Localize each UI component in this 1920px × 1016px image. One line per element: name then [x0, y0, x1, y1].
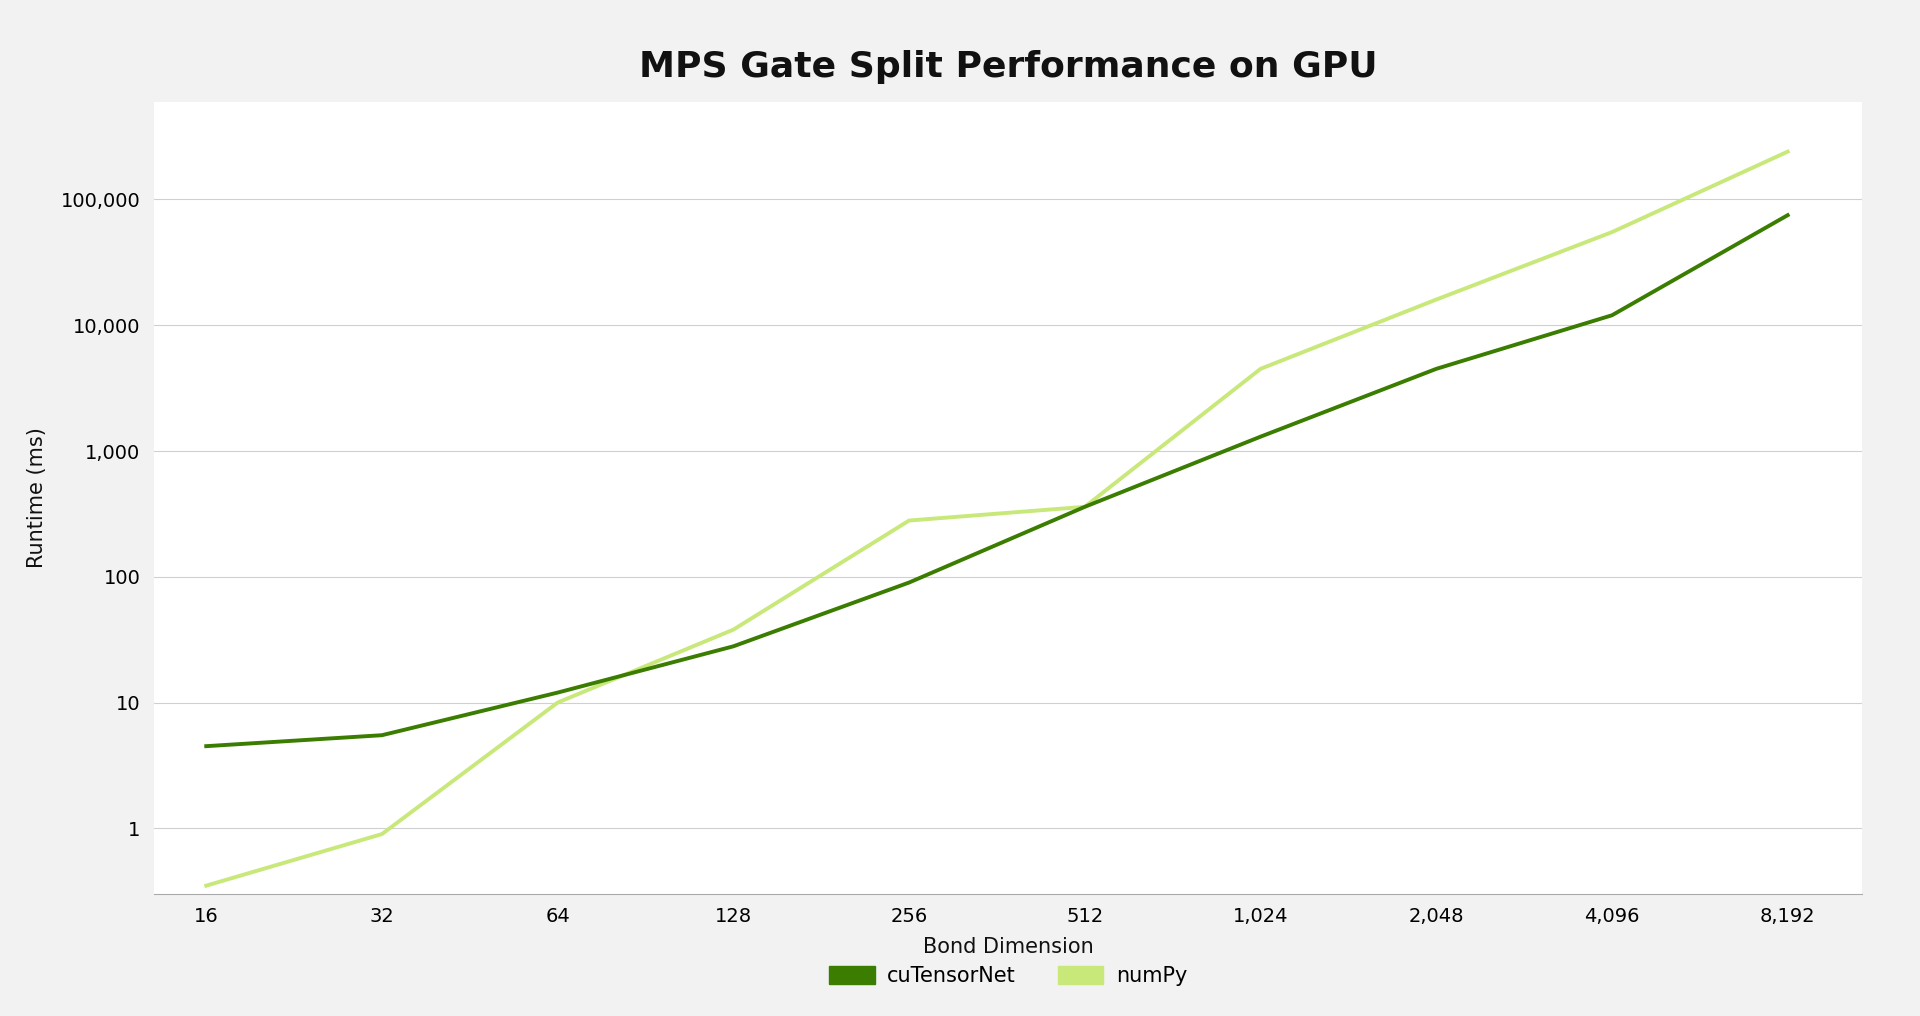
numPy [194, 880, 217, 892]
numPy [1425, 294, 1448, 306]
Title: MPS Gate Split Performance on GPU: MPS Gate Split Performance on GPU [639, 50, 1377, 83]
Y-axis label: Runtime (ms): Runtime (ms) [27, 428, 46, 568]
numPy [1073, 501, 1096, 513]
cuTensorNet [1073, 501, 1096, 513]
numPy [371, 828, 394, 840]
cuTensorNet [194, 740, 217, 752]
cuTensorNet [1250, 431, 1273, 443]
cuTensorNet [1425, 363, 1448, 375]
numPy [897, 514, 920, 526]
Legend: cuTensorNet, numPy: cuTensorNet, numPy [820, 957, 1196, 995]
numPy [545, 696, 568, 708]
numPy [1601, 226, 1624, 238]
numPy [1250, 363, 1273, 375]
cuTensorNet [722, 640, 745, 652]
cuTensorNet [897, 576, 920, 588]
numPy [1776, 145, 1799, 157]
Line: cuTensorNet: cuTensorNet [205, 215, 1788, 746]
cuTensorNet [371, 729, 394, 742]
numPy [722, 624, 745, 636]
cuTensorNet [1601, 309, 1624, 321]
X-axis label: Bond Dimension: Bond Dimension [924, 938, 1092, 957]
cuTensorNet [545, 687, 568, 699]
cuTensorNet [1776, 209, 1799, 221]
Line: numPy: numPy [205, 151, 1788, 886]
